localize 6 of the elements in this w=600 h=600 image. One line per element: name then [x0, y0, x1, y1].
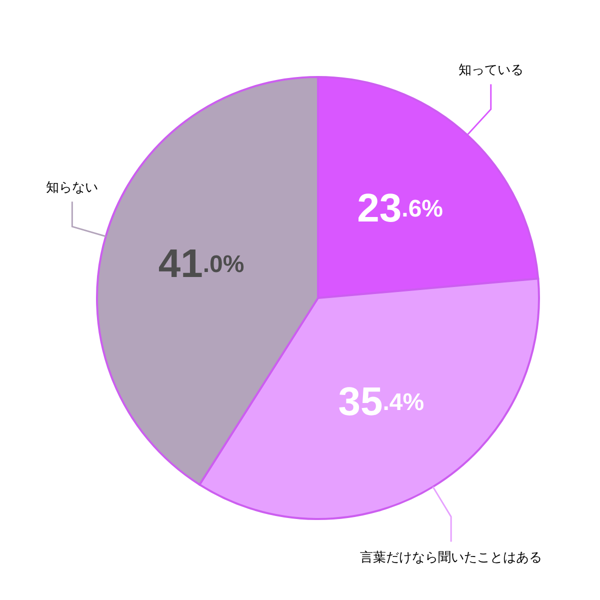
- data-label: 23.6%: [357, 186, 444, 230]
- slice-label: 知っている: [458, 63, 524, 78]
- data-label: 41.0%: [158, 242, 244, 286]
- slice-label: 言葉だけなら聞いたことはある: [360, 550, 542, 566]
- data-label: 35.4%: [338, 380, 424, 424]
- slice-label: 知らない: [46, 180, 98, 196]
